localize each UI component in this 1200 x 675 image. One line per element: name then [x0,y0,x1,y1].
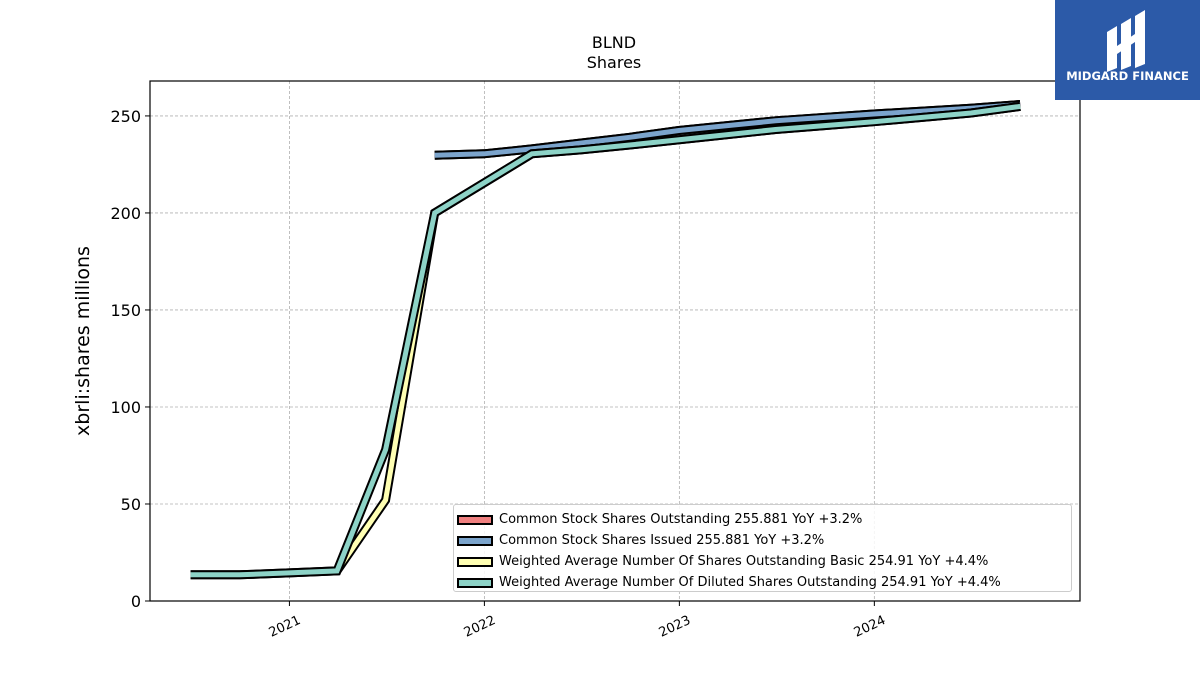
legend-item: Common Stock Shares Outstanding 255.881 … [456,509,1071,530]
y-tick-label: 150 [110,301,141,320]
x-tick-label: 2024 [852,613,888,641]
legend-item: Common Stock Shares Issued 255.881 YoY +… [456,530,1071,551]
legend-label: Weighted Average Number Of Shares Outsta… [499,554,989,569]
legend-swatch [457,577,493,588]
x-tick-label: 2021 [267,613,303,641]
chart-subtitle: Shares [586,53,642,72]
y-tick-label: 0 [131,592,141,611]
series-line-weighted-average-number-of-diluted-shares-outstanding [190,103,1021,578]
chart-title: BLND [591,33,637,52]
x-tick-label: 2022 [462,613,498,641]
legend-swatch [457,535,493,546]
y-tick-label: 50 [121,495,141,514]
y-tick-label: 200 [110,204,141,223]
legend-item: Weighted Average Number Of Shares Outsta… [456,551,1071,572]
legend-swatch [457,514,493,525]
legend-label: Weighted Average Number Of Diluted Share… [499,575,1001,590]
midgard-finance-logo: MIDGARD FINANCE [1055,0,1200,100]
plot-frame [149,80,1081,602]
chart-legend: Common Stock Shares Outstanding 255.881 … [453,504,1072,592]
legend-label: Common Stock Shares Issued 255.881 YoY +… [499,533,825,548]
y-tick-label: 100 [110,398,141,417]
logo-brand-text: MIDGARD FINANCE [1066,69,1189,83]
y-axis-label: xbrli:shares millions [72,246,94,436]
midgard-logo-mark-icon [1107,10,1145,72]
legend-swatch [457,556,493,567]
legend-item: Weighted Average Number Of Diluted Share… [456,572,1071,593]
x-tick-label: 2023 [657,613,693,641]
series-line-common-stock-shares-issued [434,102,1021,158]
y-tick-label: 250 [110,107,141,126]
legend-label: Common Stock Shares Outstanding 255.881 … [499,512,863,527]
